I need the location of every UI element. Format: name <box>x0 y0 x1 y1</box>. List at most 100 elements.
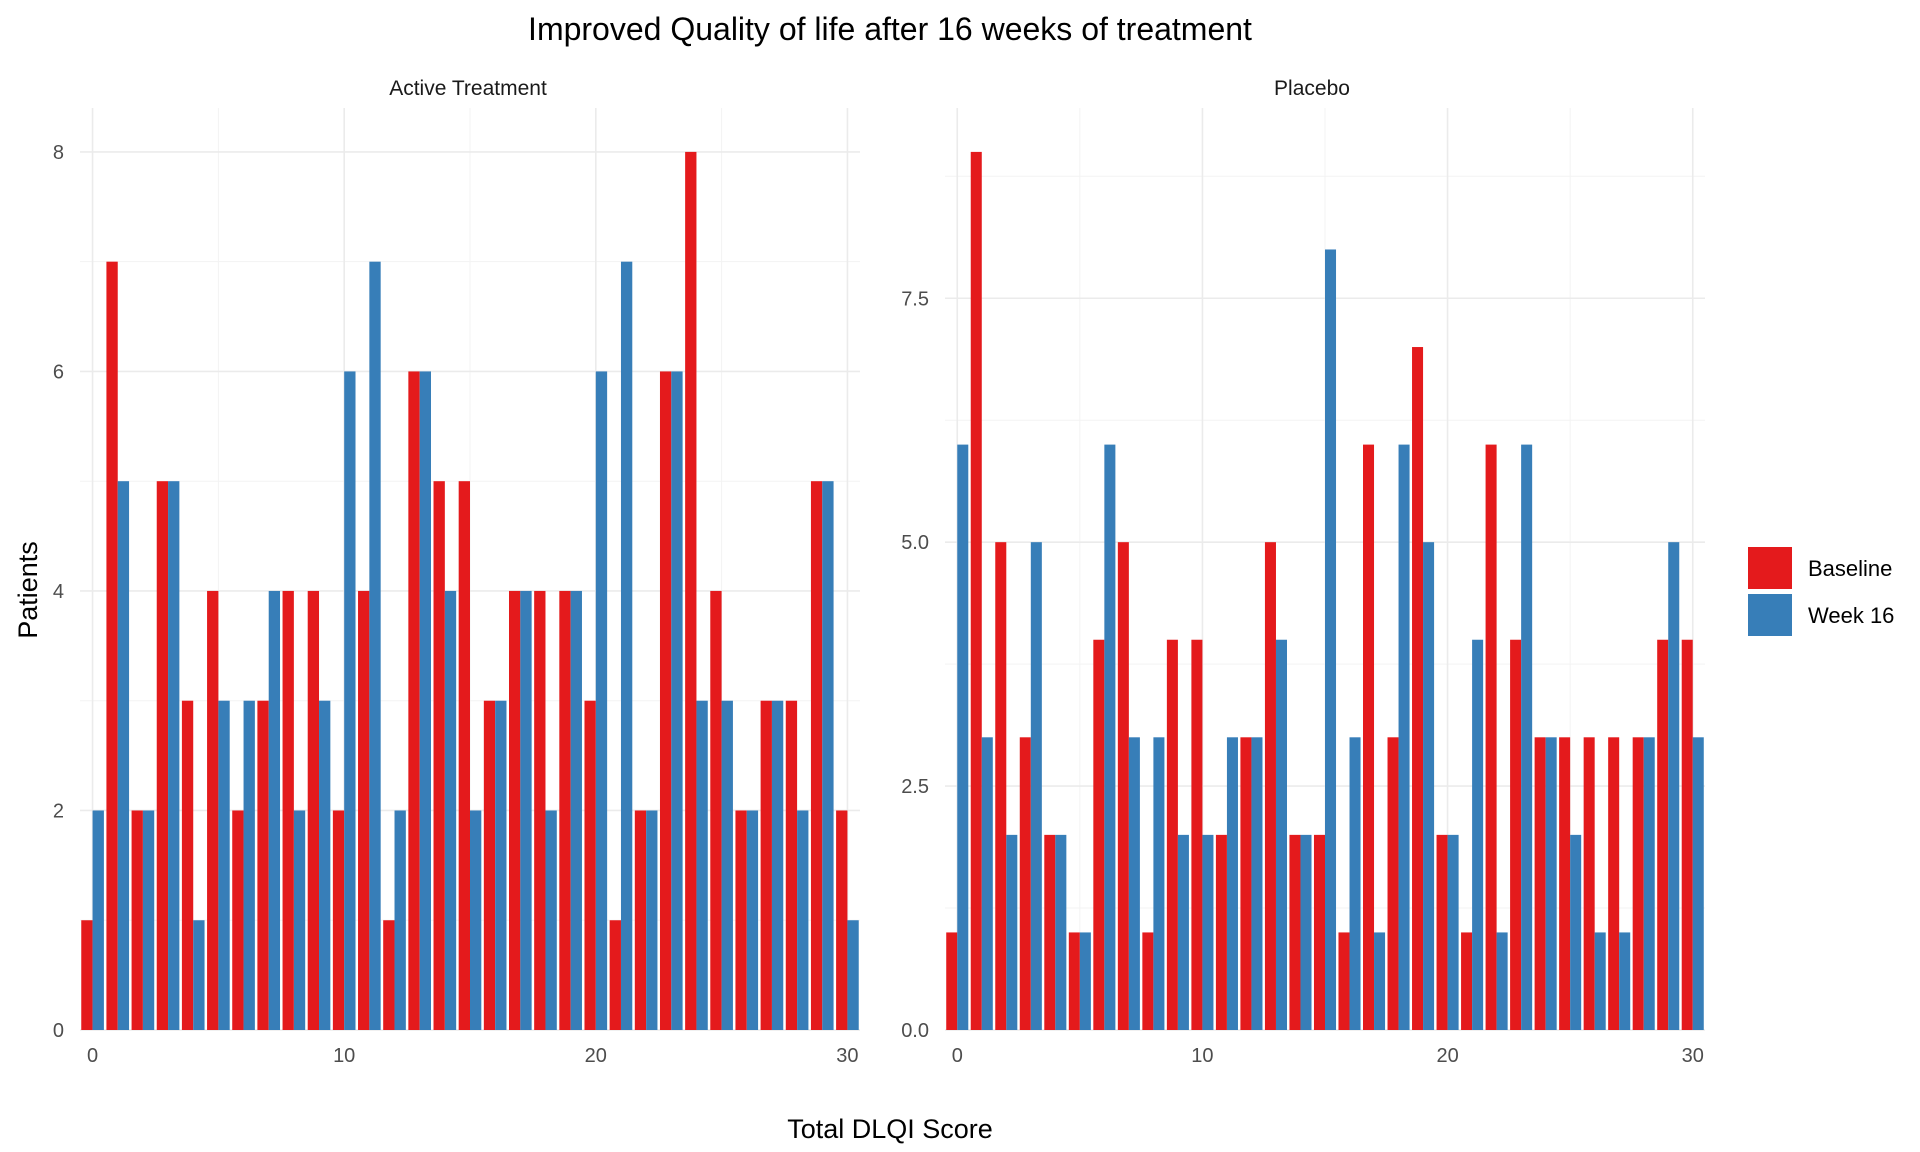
bar-week-16-27 <box>1619 932 1631 1030</box>
bar-week-16-24 <box>1545 737 1557 1030</box>
bar-week-16-20 <box>595 371 608 1030</box>
bar-baseline-9 <box>307 590 320 1030</box>
bar-week-16-8 <box>1153 737 1165 1030</box>
bar-baseline-24 <box>685 151 697 1030</box>
bar-baseline-11 <box>1215 834 1227 1030</box>
panel-strip-label: Placebo <box>1274 77 1350 100</box>
y-tick-label: 4 <box>53 581 64 603</box>
bar-week-16-22 <box>646 810 658 1030</box>
bar-baseline-24 <box>1534 737 1546 1030</box>
panels-layer: Active Treatment 0 2 4 6 8 0 10 20 30 Placebo 0.0 2.… <box>53 77 1705 1067</box>
bar-week-16-15 <box>470 810 482 1030</box>
bar-week-16-2 <box>142 810 155 1030</box>
bar-baseline-29 <box>1657 639 1669 1030</box>
bar-week-16-30 <box>847 920 859 1030</box>
bar-baseline-30 <box>1681 639 1693 1030</box>
bar-baseline-23 <box>1510 639 1522 1030</box>
legend-key-week-16 <box>1748 594 1792 636</box>
bar-baseline-17 <box>509 590 521 1030</box>
bar-baseline-25 <box>1559 737 1571 1030</box>
y-tick-label: 6 <box>53 361 64 383</box>
bar-week-16-12 <box>394 810 406 1030</box>
bar-baseline-27 <box>1608 737 1620 1030</box>
bar-baseline-12 <box>1240 737 1252 1030</box>
bar-week-16-13 <box>1275 639 1287 1030</box>
bar-baseline-5 <box>207 590 219 1030</box>
bar-baseline-0 <box>946 932 958 1030</box>
bar-baseline-23 <box>659 371 672 1030</box>
bar-week-16-2 <box>1006 834 1018 1030</box>
bar-baseline-8 <box>282 590 294 1030</box>
bar-baseline-2 <box>131 810 143 1030</box>
bar-week-16-17 <box>1374 932 1386 1030</box>
bar-week-16-27 <box>771 700 784 1030</box>
bar-baseline-29 <box>810 481 823 1030</box>
bar-week-16-13 <box>419 371 431 1030</box>
bar-baseline-11 <box>358 590 370 1030</box>
chart-title: Improved Quality of life after 16 weeks … <box>528 11 1252 47</box>
bar-baseline-5 <box>1068 932 1080 1030</box>
bar-week-16-5 <box>218 700 230 1030</box>
bar-week-16-9 <box>1177 834 1189 1030</box>
bar-baseline-21 <box>609 920 621 1030</box>
x-tick-label: 10 <box>333 1045 355 1067</box>
bar-baseline-4 <box>1044 834 1056 1030</box>
bar-baseline-19 <box>1412 347 1424 1030</box>
bar-week-16-4 <box>193 920 205 1030</box>
bar-baseline-1 <box>106 261 118 1030</box>
legend-label: Baseline <box>1808 556 1892 581</box>
bar-baseline-7 <box>1117 542 1129 1030</box>
panel-strip-label: Active Treatment <box>389 77 547 100</box>
bar-baseline-20 <box>584 700 596 1030</box>
y-tick-label: 5.0 <box>901 532 929 554</box>
bar-week-16-18 <box>1398 444 1410 1031</box>
bar-baseline-12 <box>383 920 395 1030</box>
y-tick-label: 0 <box>53 1020 64 1042</box>
y-tick-label: 2.5 <box>901 776 929 798</box>
legend-label: Week 16 <box>1808 603 1894 628</box>
bar-baseline-10 <box>332 810 345 1030</box>
bar-week-16-6 <box>243 700 255 1030</box>
bar-baseline-8 <box>1142 932 1154 1030</box>
bar-baseline-1 <box>970 151 982 1030</box>
bar-baseline-26 <box>735 810 747 1030</box>
bar-week-16-11 <box>369 261 381 1030</box>
bar-baseline-6 <box>1093 639 1105 1030</box>
bar-baseline-10 <box>1191 639 1203 1030</box>
bar-week-16-11 <box>1226 737 1238 1030</box>
bar-baseline-18 <box>1387 737 1399 1030</box>
bar-baseline-2 <box>995 542 1007 1030</box>
bar-baseline-30 <box>836 810 848 1030</box>
y-axis-label: Patients <box>13 541 43 639</box>
bar-week-16-7 <box>1128 737 1140 1030</box>
panel-active-treatment: Active Treatment 0 2 4 6 8 0 10 20 30 <box>53 77 860 1067</box>
bar-week-16-0 <box>957 444 969 1031</box>
bar-week-16-1 <box>117 481 130 1030</box>
bar-week-16-28 <box>797 810 809 1030</box>
y-tick-label: 7.5 <box>901 288 929 310</box>
bar-week-16-20 <box>1447 834 1459 1030</box>
bar-week-16-1 <box>981 737 993 1030</box>
bar-baseline-3 <box>156 481 169 1030</box>
bar-week-16-15 <box>1325 249 1337 1031</box>
bar-week-16-3 <box>168 481 180 1030</box>
bar-baseline-15 <box>1313 834 1325 1030</box>
bar-week-16-14 <box>1300 834 1312 1030</box>
bar-baseline-6 <box>232 810 244 1030</box>
bar-week-16-4 <box>1055 834 1067 1030</box>
bar-baseline-22 <box>634 810 647 1030</box>
bar-week-16-23 <box>671 371 683 1030</box>
bar-week-16-24 <box>696 700 708 1030</box>
x-tick-label: 30 <box>1682 1045 1704 1067</box>
bar-baseline-14 <box>433 481 445 1030</box>
legend: Baseline Week 16 <box>1748 547 1894 636</box>
bar-week-16-16 <box>1349 737 1361 1030</box>
bar-baseline-18 <box>534 590 546 1030</box>
bar-baseline-19 <box>559 590 571 1030</box>
bar-week-16-12 <box>1251 737 1263 1030</box>
bar-week-16-21 <box>620 261 633 1030</box>
panel-placebo: Placebo 0.0 2.5 5.0 7.5 0 10 20 30 <box>901 77 1705 1067</box>
bar-week-16-10 <box>344 371 356 1030</box>
bar-baseline-0 <box>81 920 93 1030</box>
